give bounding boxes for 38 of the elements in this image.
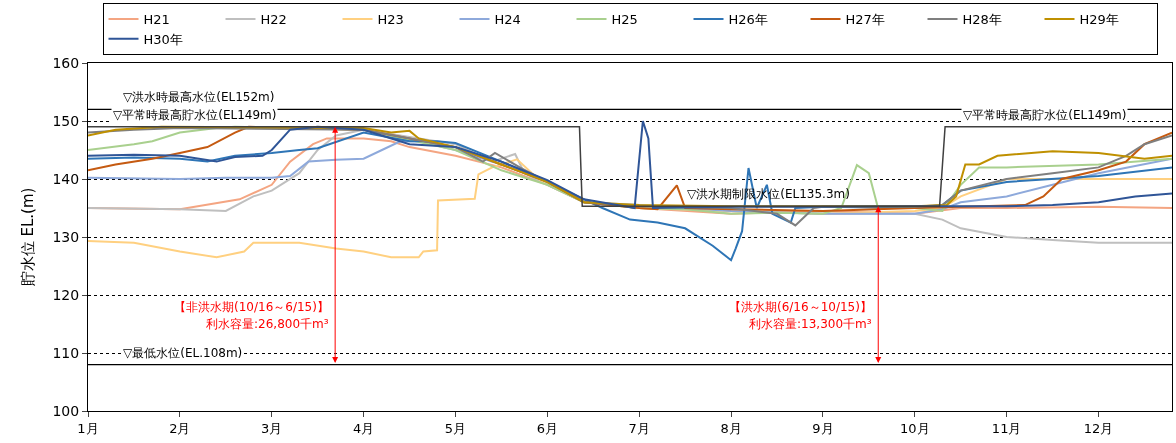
legend-label: H26年 xyxy=(728,12,768,28)
x-tick-label: 7月 xyxy=(628,420,650,436)
legend-label: H27年 xyxy=(845,12,885,28)
x-tick-label: 9月 xyxy=(812,420,834,436)
x-tick-label: 2月 xyxy=(169,420,191,436)
x-tick-label: 8月 xyxy=(720,420,742,436)
annotation: 利水容量:13,300千m³ xyxy=(749,317,872,331)
x-tick-label: 4月 xyxy=(352,420,375,436)
y-tick-label: 120 xyxy=(52,286,80,303)
annotation: ▽平常時最高貯水位(EL149m) xyxy=(113,108,277,122)
y-axis-title: 貯水位 EL.(m) xyxy=(18,187,37,287)
legend-label: H25 xyxy=(611,12,638,28)
x-tick-label: 12月 xyxy=(1083,420,1114,436)
y-tick-label: 100 xyxy=(52,402,80,419)
y-tick-label: 110 xyxy=(52,344,80,361)
legend-label: H29年 xyxy=(1079,12,1119,28)
x-tick-label: 6月 xyxy=(536,420,558,436)
legend-label: H28年 xyxy=(962,12,1002,28)
annotation: 利水容量:26,800千m³ xyxy=(206,317,329,331)
y-tick-label: 130 xyxy=(52,228,80,245)
legend-label: H24 xyxy=(494,12,521,28)
legend-label: H21 xyxy=(143,12,170,28)
y-tick-label: 140 xyxy=(52,170,80,187)
ref-line-label: ▽最低水位(EL.108m) xyxy=(123,346,243,360)
y-tick-label: 150 xyxy=(52,112,80,129)
x-tick-label: 5月 xyxy=(444,420,467,436)
annotation: 【非洪水期(10/16～6/15)】 xyxy=(174,300,329,314)
x-tick-label: 3月 xyxy=(261,420,283,436)
legend-label: H23 xyxy=(377,12,404,28)
legend-label: H30年 xyxy=(143,31,183,47)
annotation: 【洪水期(6/16～10/15)】 xyxy=(729,300,872,314)
x-tick-label: 10月 xyxy=(900,420,930,436)
ref-line-label: ▽洪水時最高水位(EL152m) xyxy=(123,90,275,104)
legend-label: H22 xyxy=(260,12,287,28)
x-tick-label: 11月 xyxy=(991,420,1022,436)
y-tick-label: 160 xyxy=(52,54,80,71)
annotation: ▽平常時最高貯水位(EL149m) xyxy=(963,108,1127,122)
x-tick-label: 1月 xyxy=(77,420,99,436)
